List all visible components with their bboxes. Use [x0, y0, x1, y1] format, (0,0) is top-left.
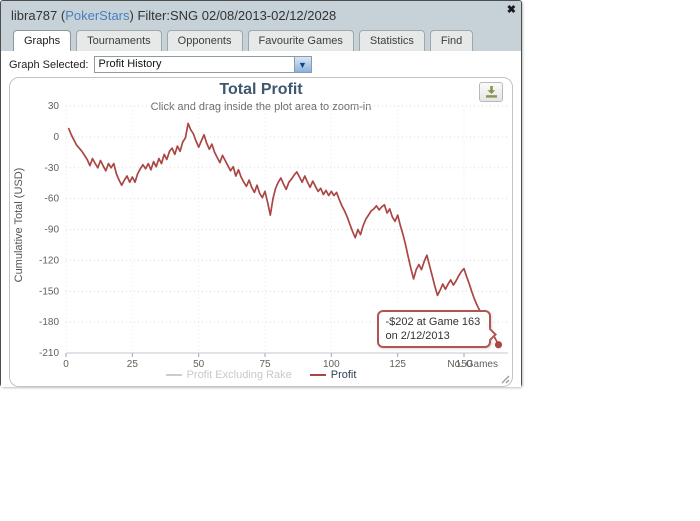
graph-selected-label: Graph Selected:	[9, 58, 89, 71]
resize-grip-icon[interactable]	[499, 373, 510, 384]
legend-dash-icon	[165, 374, 182, 376]
graph-type-select[interactable]: Profit History ▼	[93, 56, 312, 73]
dialog-header: libra787 (PokerStars) Filter:SNG 02/08/2…	[1, 1, 521, 51]
chart-tooltip-text: -$202 at Game 163 on 2/12/2013	[385, 315, 481, 342]
x-tick-label: 75	[259, 359, 271, 370]
legend-dash-icon	[309, 374, 326, 376]
profit-line	[67, 122, 500, 346]
legend-label: Profit	[330, 369, 357, 381]
dialog-title-filter: ) Filter:SNG 02/08/2013-02/12/2028	[129, 8, 337, 23]
last-point-marker	[494, 341, 503, 349]
graph-toolbar: Graph Selected: Profit History ▼	[9, 54, 513, 75]
plot-area[interactable]: 0 25 50 75 100 125 150 30 0 -30 -60 -90 -120 -150 -180…	[10, 78, 513, 386]
legend-label: Profit Excluding Rake	[186, 369, 292, 381]
y-tick-label: 30	[48, 101, 60, 112]
dialog-title-user: libra787 (	[11, 8, 66, 23]
chart-title: Total Profit	[219, 81, 303, 98]
x-tick-label: 0	[63, 359, 69, 370]
tab-bar: Graphs Tournaments Opponents Favourite Game…	[13, 30, 474, 51]
y-tick-label: -60	[45, 194, 60, 205]
y-tick-label: 0	[53, 132, 59, 143]
chart-subtitle: Click and drag inside the plot area to z…	[150, 101, 372, 113]
chevron-down-icon: ▼	[293, 57, 311, 72]
download-icon	[485, 86, 497, 98]
y-tick-label: -180	[39, 317, 59, 328]
x-axis-title: No. Games	[447, 359, 498, 370]
graph-type-select-value: Profit History	[98, 58, 162, 70]
x-tick-label: 25	[127, 359, 139, 370]
chart-tooltip: -$202 at Game 163 on 2/12/2013	[377, 309, 498, 348]
close-icon[interactable]: ✖	[506, 4, 516, 16]
profit-chart[interactable]: Total Profit Click and drag inside the p…	[9, 77, 513, 387]
results-dialog: libra787 (PokerStars) Filter:SNG 02/08/2…	[0, 0, 522, 387]
tab-find[interactable]: Find	[429, 30, 474, 51]
pokerstars-link[interactable]: PokerStars	[65, 8, 130, 23]
dialog-title: libra787 (PokerStars) Filter:SNG 02/08/2…	[11, 8, 336, 23]
x-tick-label: 150	[456, 359, 473, 370]
y-tick-label: -210	[39, 348, 59, 359]
x-tick-label: 125	[389, 359, 406, 370]
y-tick-label: -150	[39, 286, 59, 297]
tab-tournaments[interactable]: Tournaments	[76, 30, 162, 51]
x-tick-label: 100	[323, 359, 340, 370]
y-tick-label: -90	[45, 225, 60, 236]
legend-item-profit[interactable]: Profit	[309, 369, 357, 381]
tab-favourite-games[interactable]: Favourite Games	[247, 30, 354, 51]
x-tick-label: 50	[193, 359, 205, 370]
tab-graphs[interactable]: Graphs	[13, 30, 72, 51]
y-tick-label: -30	[45, 163, 60, 174]
legend-item-profit-excluding-rake[interactable]: Profit Excluding Rake	[165, 369, 292, 381]
chart-legend: Profit Excluding Rake Profit	[10, 369, 512, 381]
export-chart-button[interactable]	[479, 82, 503, 102]
y-tick-label: -120	[39, 255, 59, 266]
dialog-content: Graph Selected: Profit History ▼ Total P…	[1, 51, 521, 387]
tab-statistics[interactable]: Statistics	[358, 30, 425, 51]
tab-opponents[interactable]: Opponents	[166, 30, 243, 51]
